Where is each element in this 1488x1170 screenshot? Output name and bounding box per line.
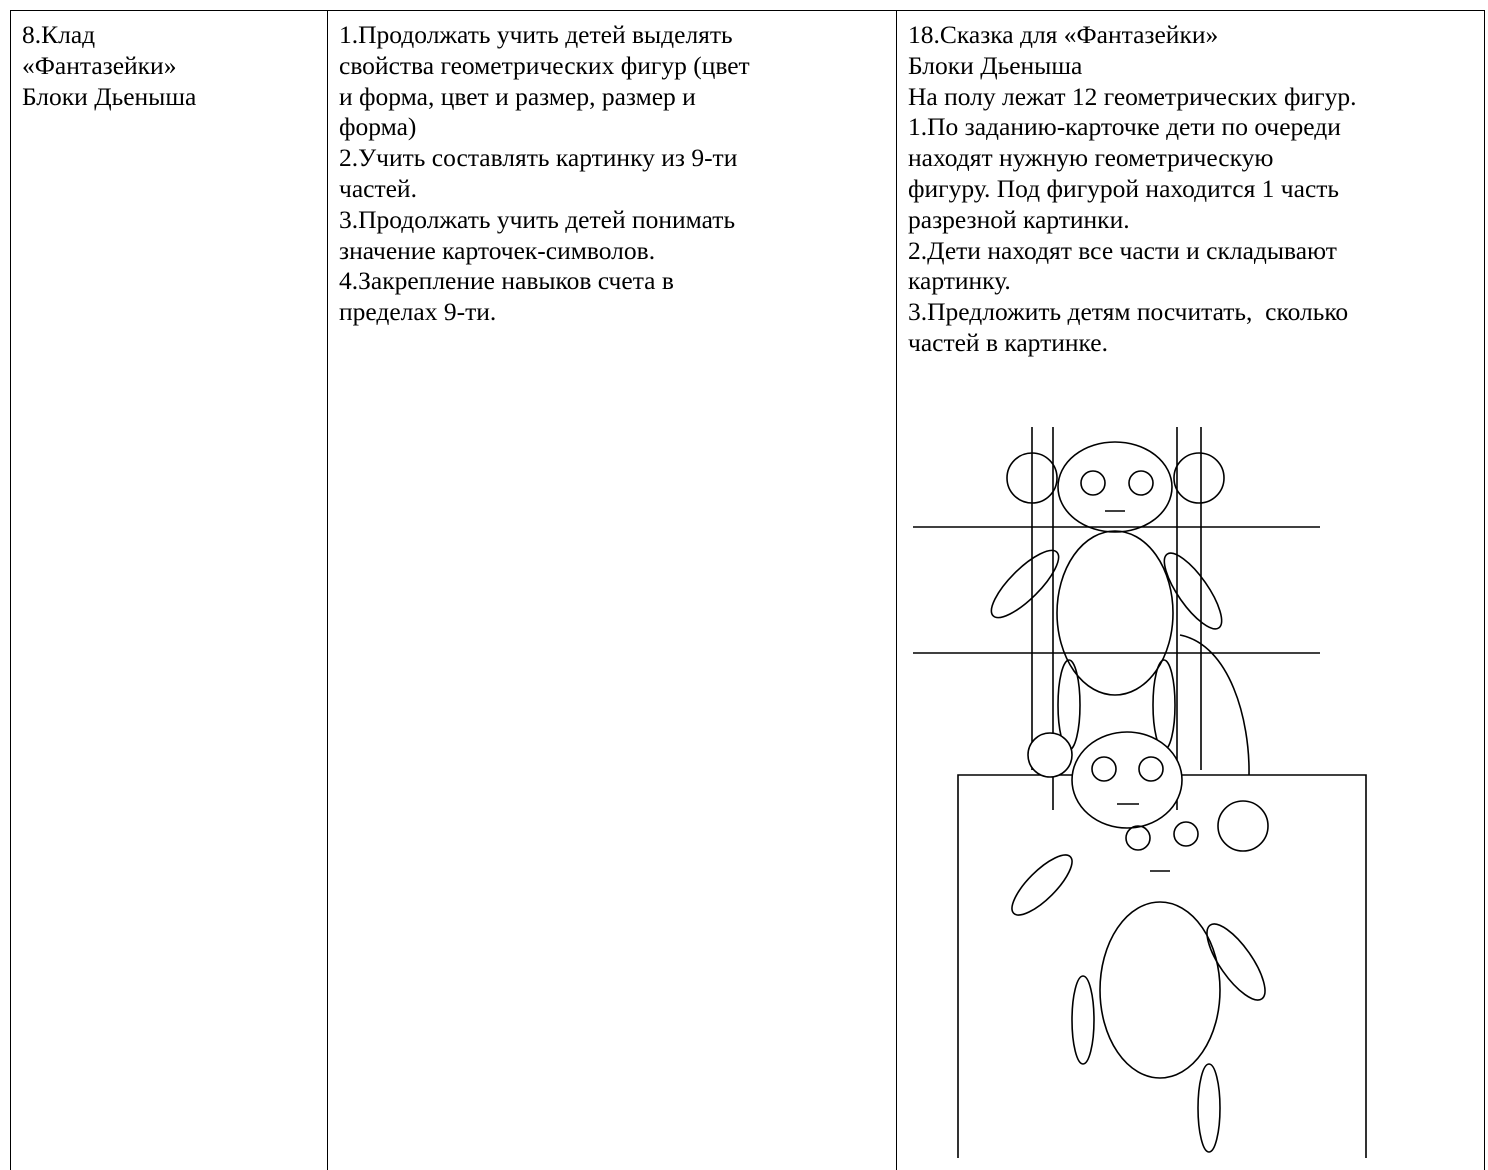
text-line: фигуру. Под фигурой находится 1 часть <box>908 173 1340 203</box>
cell: 8.Клад «Фантазейки» Блоки Дьеныша <box>10 10 327 1170</box>
text-line: Блоки Дьеныша <box>22 81 197 111</box>
text-line: 1.По заданию-карточке дети по очереди <box>908 112 1341 142</box>
text-line: 3.Предложить детям посчитать, сколько <box>908 297 1349 327</box>
text-line: картинку. <box>908 266 1011 296</box>
text-line: разрезной картинки. <box>908 204 1130 234</box>
text-line: свойства геометрических фигур (цвет <box>339 50 750 80</box>
text-line: 2.Учить составлять картинку из 9-ти <box>339 143 738 173</box>
text-line: 1.Продолжать учить детей выделять <box>339 20 733 49</box>
text-line: На полу лежат 12 геометрических фигур. <box>908 81 1357 111</box>
text-line: 18.Сказка для «Фантазейки» <box>908 20 1219 49</box>
text-line: значение карточек-символов. <box>339 235 656 265</box>
text-line: находят нужную геометрическую <box>908 143 1274 173</box>
text-line: частей. <box>339 173 417 203</box>
text-line: форма) <box>339 112 417 142</box>
text-line: пределах 9-ти. <box>339 297 497 327</box>
text-line: 8.Клад <box>22 20 96 49</box>
text-line: «Фантазейки» <box>22 50 177 80</box>
cell: 18.Сказка для «Фантазейки» Блоки Дьеныша Н… <box>896 10 1485 1170</box>
text-line: 2.Дети находят все части и складывают <box>908 235 1337 265</box>
text-line: 4.Закрепление навыков счета в <box>339 266 674 296</box>
text-line: 3.Продолжать учить детей понимать <box>339 204 736 234</box>
text-line: Блоки Дьеныша <box>908 50 1083 80</box>
cell: 1.Продолжать учить детей выделять свойств… <box>327 10 896 1170</box>
text-line: частей в картинке. <box>908 327 1108 357</box>
text-line: и форма, цвет и размер, размер и <box>339 81 696 111</box>
